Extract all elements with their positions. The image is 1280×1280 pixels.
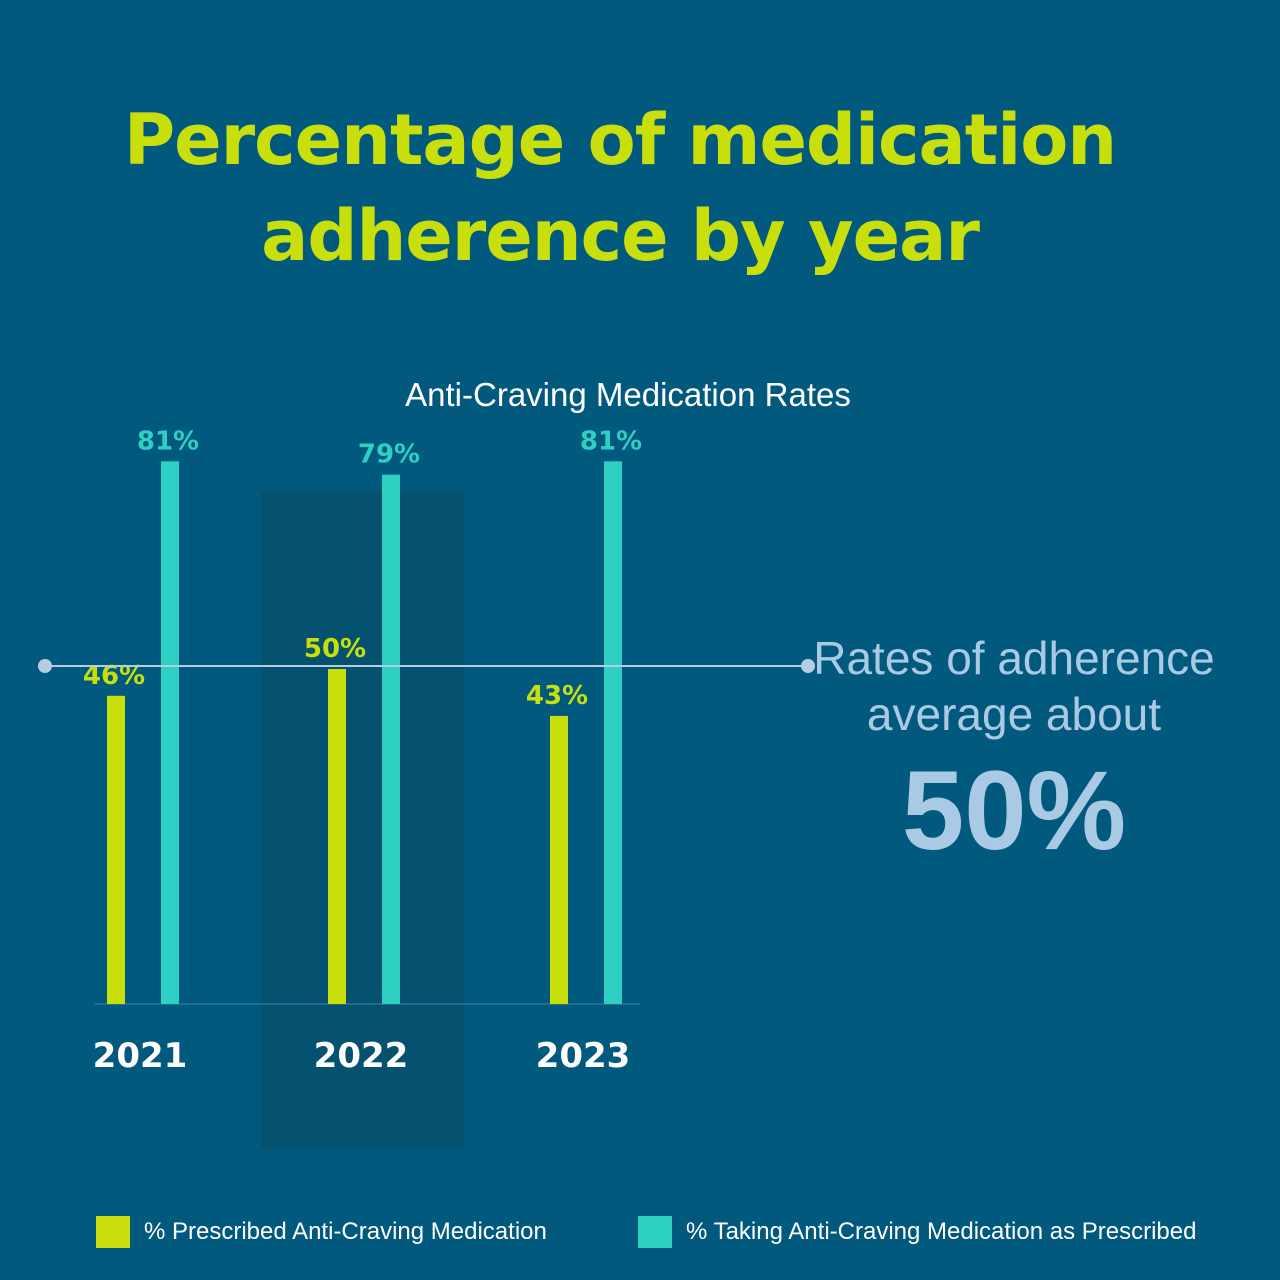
legend-label-prescribed: % Prescribed Anti-Craving Medication <box>144 1218 547 1245</box>
data-label-prescribed-2022: 50% <box>304 634 366 664</box>
legend: % Prescribed Anti-Craving Medication % T… <box>0 1214 1280 1250</box>
bar-taking-2021 <box>161 461 179 1004</box>
legend-swatch-taking <box>638 1216 672 1248</box>
legend-item-prescribed: % Prescribed Anti-Craving Medication <box>96 1214 547 1250</box>
data-label-taking-2022: 79% <box>358 440 420 470</box>
callout-line-2: average about <box>866 688 1162 740</box>
bar-prescribed-2022 <box>328 669 346 1004</box>
legend-item-taking: % Taking Anti-Craving Medication as Pres… <box>638 1214 1196 1250</box>
legend-label-taking: % Taking Anti-Craving Medication as Pres… <box>686 1218 1197 1245</box>
bar-prescribed-2023 <box>550 715 568 1004</box>
bar-taking-2023 <box>604 461 622 1004</box>
title-line-1: Percentage of medication <box>123 99 1117 181</box>
x-tick-label-2022: 2022 <box>314 1036 409 1076</box>
legend-swatch-prescribed <box>96 1216 130 1248</box>
reference-line-start-dot <box>38 659 52 673</box>
reference-line-end-dot <box>801 659 815 673</box>
bar-prescribed-2021 <box>107 695 125 1004</box>
callout-line-1: Rates of adherence <box>813 632 1215 684</box>
average-callout: Rates of adherence average about 50% <box>790 630 1238 876</box>
x-tick-label-2023: 2023 <box>536 1036 631 1076</box>
bar-taking-2022 <box>382 474 400 1004</box>
data-label-prescribed-2023: 43% <box>526 681 588 711</box>
callout-value: 50% <box>901 748 1127 873</box>
chart-title: Anti-Craving Medication Rates <box>405 376 851 413</box>
x-tick-label-2021: 2021 <box>93 1036 188 1076</box>
data-label-taking-2021: 81% <box>137 426 199 456</box>
data-label-taking-2023: 81% <box>580 426 642 456</box>
highlight-band-2022 <box>261 491 464 1149</box>
title-line-2: adherence by year <box>261 195 980 277</box>
page-title: Percentage of medication adherence by ye… <box>0 92 1240 284</box>
